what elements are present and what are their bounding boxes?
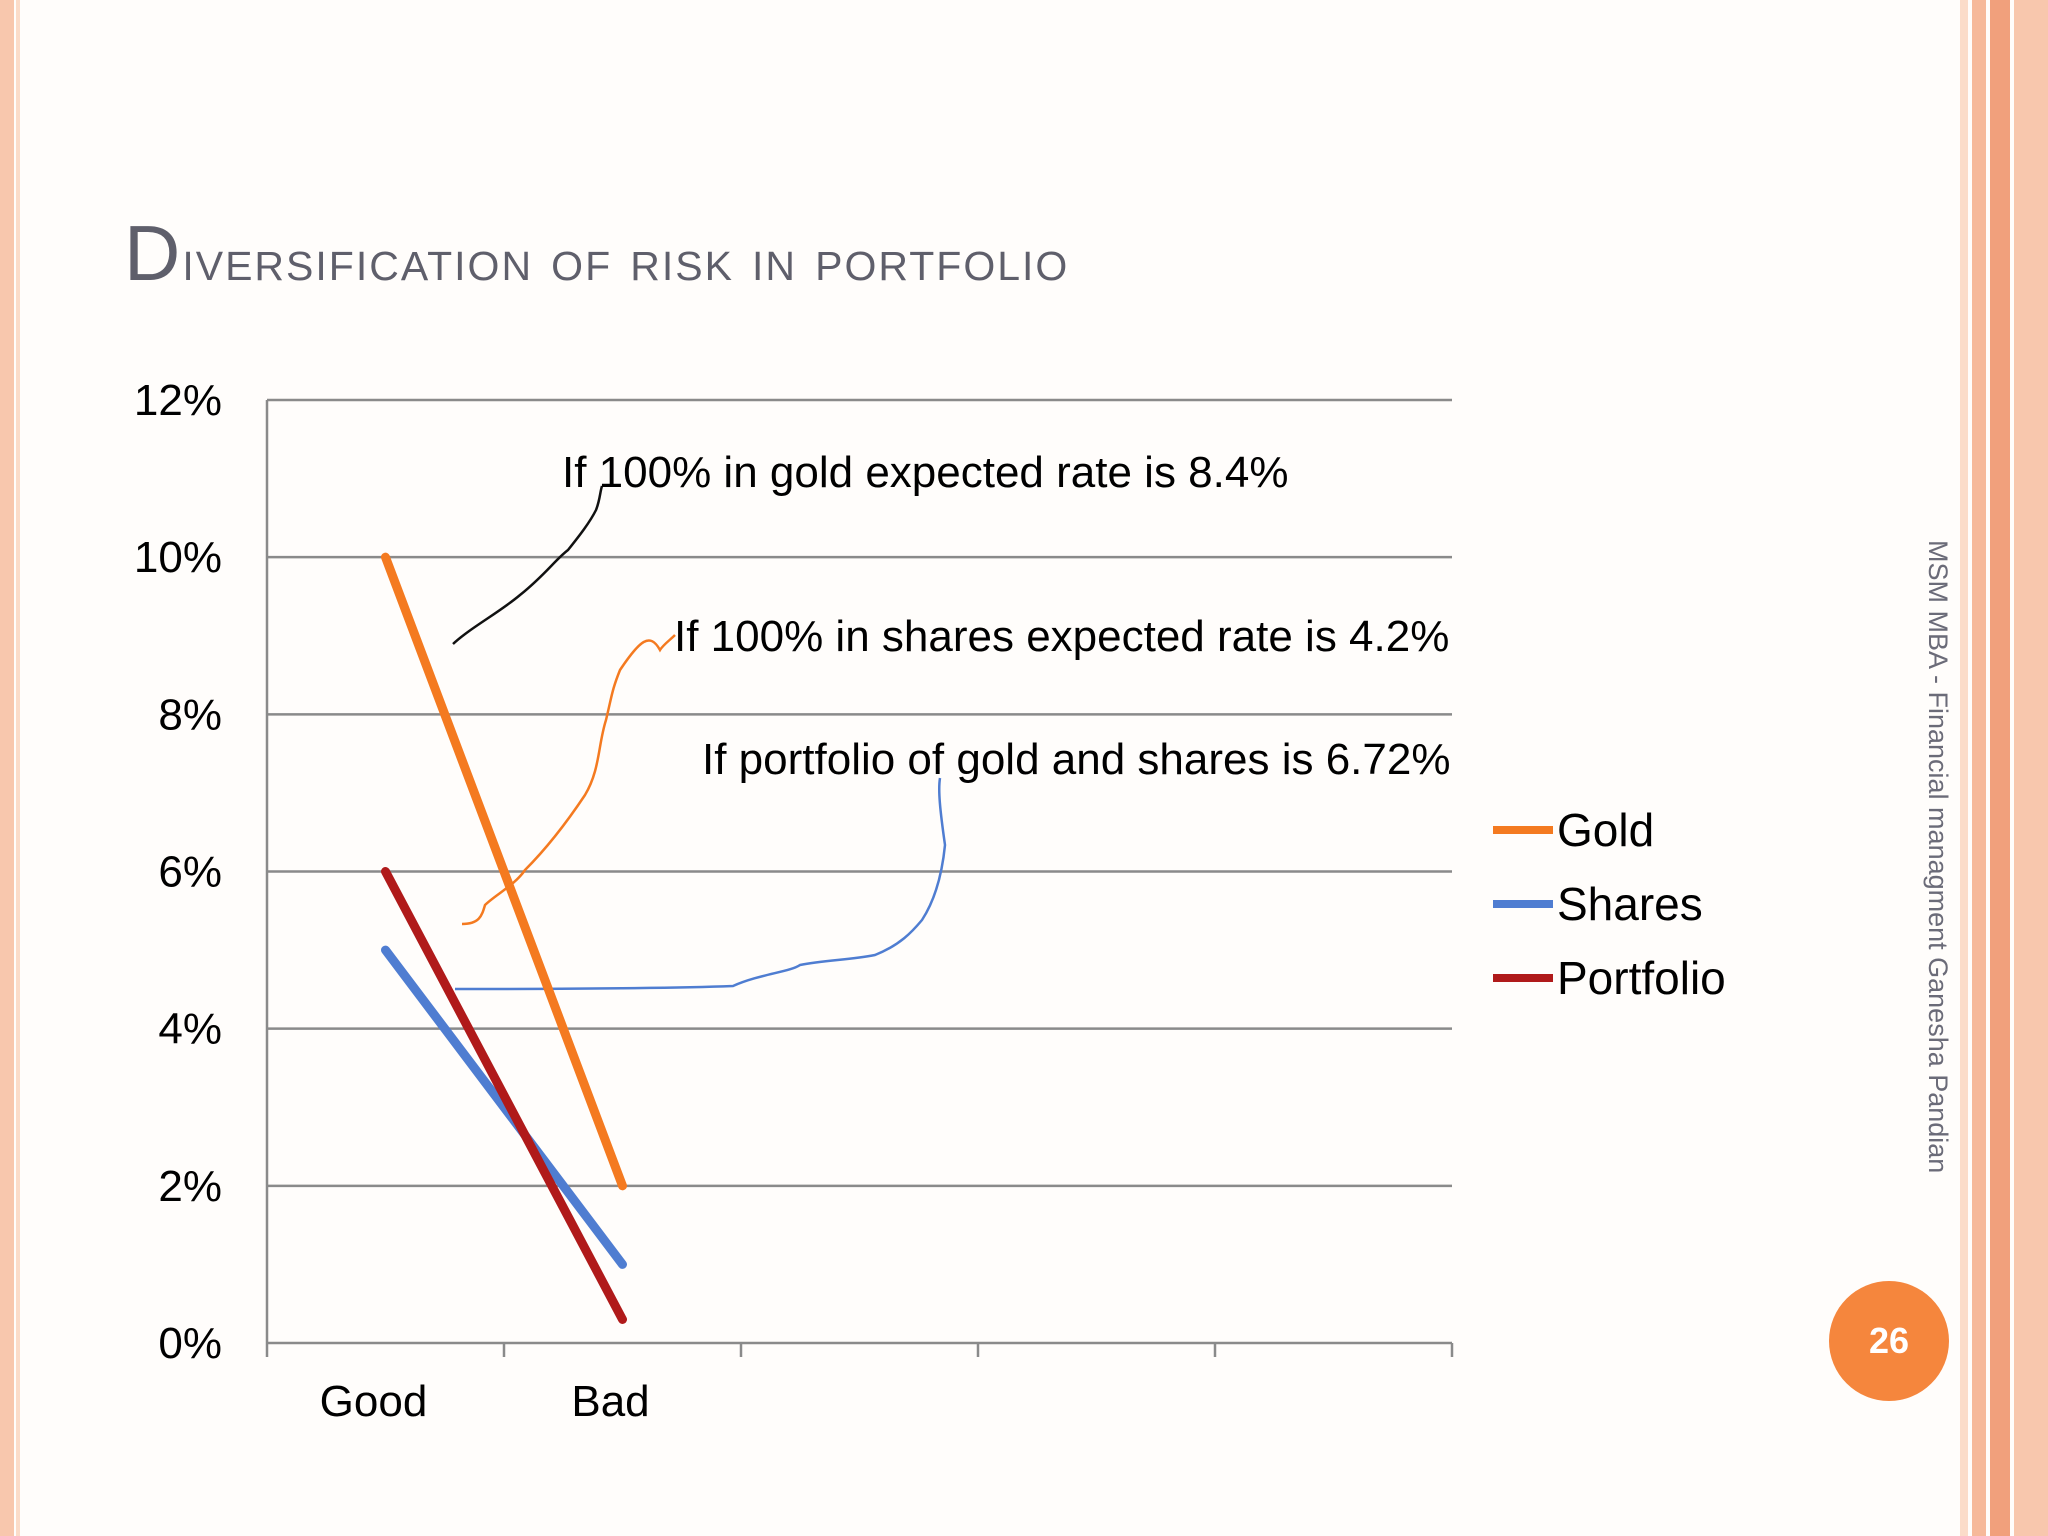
y-tick-label: 4% xyxy=(158,1005,222,1054)
y-tick-label: 6% xyxy=(158,848,222,897)
y-tick-label: 0% xyxy=(158,1319,222,1368)
slide-title: Diversification of risk in portfolio xyxy=(124,208,1069,299)
annotation-text: If 100% in shares expected rate is 4.2% xyxy=(674,612,1449,661)
gold-annotation-pointer xyxy=(452,485,604,645)
annotation-text: If portfolio of gold and shares is 6.72% xyxy=(702,735,1450,784)
y-tick-label: 10% xyxy=(134,533,222,582)
border-strip-left xyxy=(0,0,14,1536)
x-tick-label: Bad xyxy=(571,1377,649,1426)
shares-annotation-pointer xyxy=(461,634,676,926)
portfolio-annotation-pointer xyxy=(454,777,947,991)
legend-label: Portfolio xyxy=(1557,952,1726,1004)
border-strip-right-1 xyxy=(1960,0,1968,1536)
border-strip-right-2 xyxy=(1972,0,1986,1536)
y-tick-label: 2% xyxy=(158,1162,222,1211)
border-strip-right-3 xyxy=(1990,0,2010,1536)
slide-title-initial: D xyxy=(124,209,183,297)
x-tick-label: Good xyxy=(320,1377,428,1426)
page-number-badge: 26 xyxy=(1829,1281,1949,1401)
series-line-shares xyxy=(381,945,627,1269)
border-strip-right-4 xyxy=(2014,0,2048,1536)
series-line-portfolio xyxy=(381,867,627,1324)
slide-title-rest: iversification of risk in portfolio xyxy=(182,228,1070,293)
legend-label: Gold xyxy=(1557,804,1654,856)
annotation-text: If 100% in gold expected rate is 8.4% xyxy=(562,448,1288,497)
y-tick-label: 12% xyxy=(134,376,222,425)
y-tick-label: 8% xyxy=(158,690,222,739)
series-line-gold xyxy=(381,552,627,1191)
side-footer-text: MSM MBA - Financial managment Ganesha Pa… xyxy=(1923,540,1953,1174)
border-strip-left-inner xyxy=(16,0,20,1536)
legend-label: Shares xyxy=(1557,878,1703,930)
